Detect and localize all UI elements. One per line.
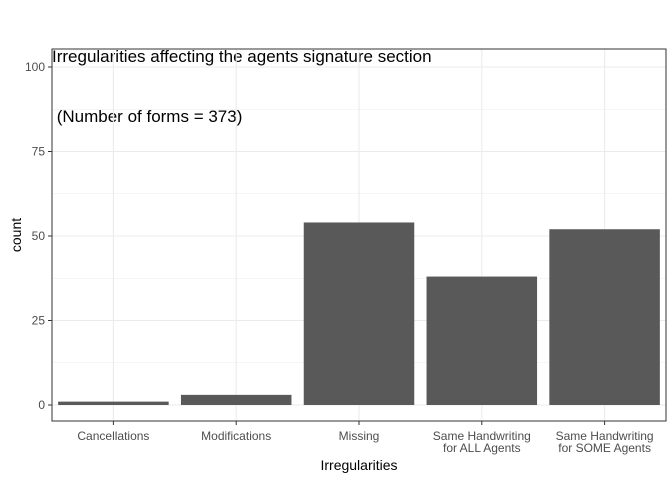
x-tick-label: Same Handwriting for ALL Agents [433,429,531,455]
x-tick-label: Same Handwriting for SOME Agents [556,429,654,455]
x-axis-title: Irregularities [320,457,397,473]
x-tick-label: Modifications [201,429,271,443]
bar [180,394,292,405]
y-tick-label: 100 [25,60,45,74]
bar [426,276,538,405]
y-tick-label: 50 [32,229,46,243]
y-tick-label: 0 [38,398,45,412]
x-tick-label: Missing [339,429,380,443]
bar [303,222,415,405]
x-axis-ticks: Cancellations Modifications Missing Same Ha… [77,421,654,455]
bar [58,401,169,405]
bar [549,229,660,405]
y-axis-ticks: 0 25 50 75 100 [25,60,52,412]
y-tick-label: 25 [32,314,46,328]
chart-title-line-2: (Number of forms = 373) [52,107,243,126]
chart-title: Irregularities affecting the agents sign… [52,7,432,147]
chart-title-line-1: Irregularities affecting the agents sign… [52,47,432,66]
x-tick-label: Cancellations [77,429,149,443]
bars [58,222,660,405]
y-tick-label: 75 [32,145,46,159]
y-axis-title: count [8,218,24,252]
